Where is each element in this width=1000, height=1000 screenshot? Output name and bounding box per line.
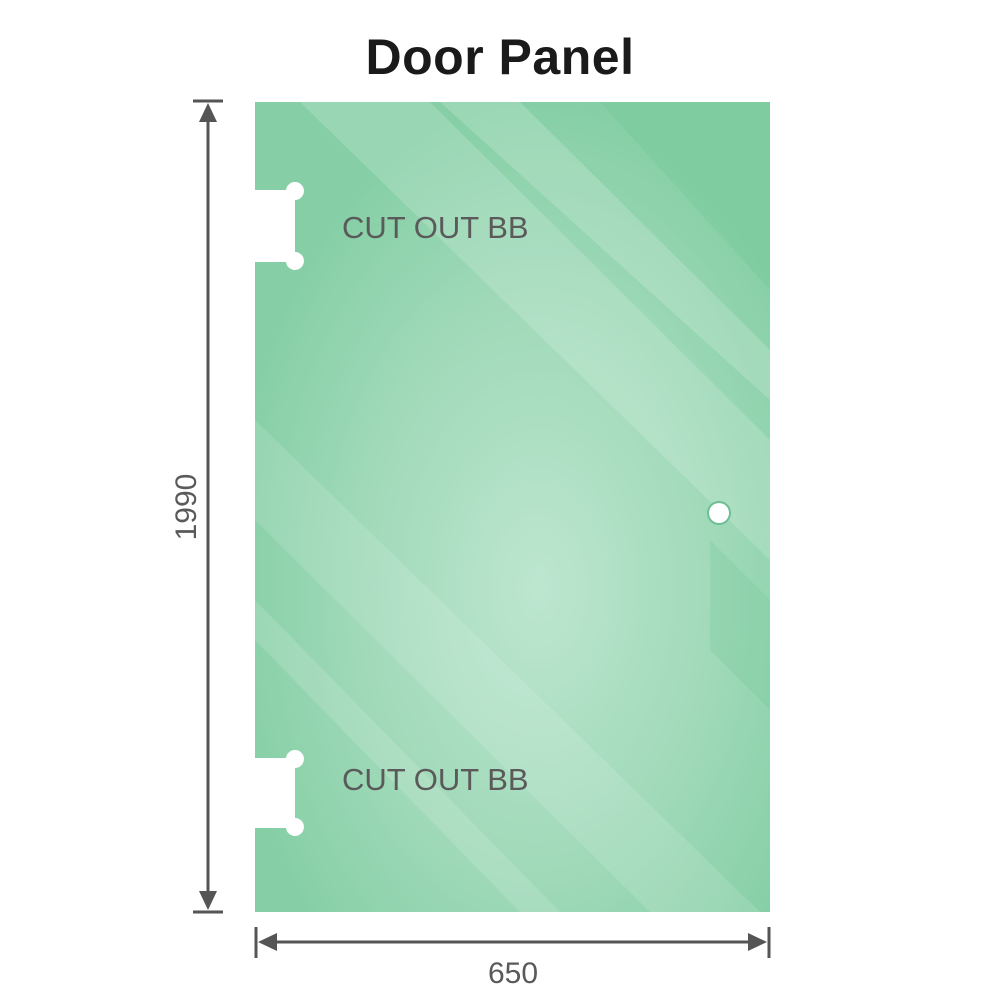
width-dimension-line bbox=[254, 927, 771, 958]
cutout-label-bottom: CUT OUT BB bbox=[342, 762, 529, 797]
cutout-top bbox=[250, 182, 304, 270]
diagram-title: Door Panel bbox=[365, 29, 635, 85]
cutout-label-top: CUT OUT BB bbox=[342, 210, 529, 245]
handle-hole bbox=[707, 501, 731, 525]
height-dimension-line bbox=[193, 99, 223, 914]
width-label: 650 bbox=[488, 957, 538, 990]
cutout-bottom bbox=[250, 750, 304, 836]
glass-panel bbox=[255, 102, 770, 912]
height-label: 1990 bbox=[170, 474, 203, 541]
